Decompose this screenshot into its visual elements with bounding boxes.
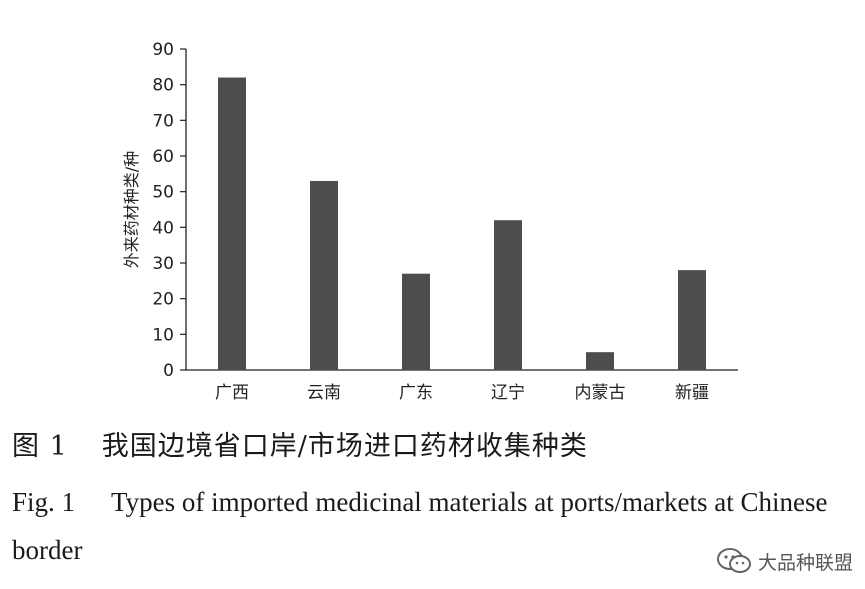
y-tick-label: 70: [152, 111, 174, 131]
x-category-label: 云南: [307, 383, 341, 403]
chart-axes: [180, 48, 738, 371]
caption-english: Fig. 1 Types of imported medicinal materi…: [12, 478, 852, 574]
y-tick-label: 0: [163, 361, 174, 381]
bar-chart: 0 10 20 30 40 50 60 70 80 90 广西 云南 广东 辽宁 内蒙古 新疆 外来药材种类…: [122, 40, 738, 403]
x-category-label: 广西: [215, 383, 249, 403]
y-tick-label: 80: [152, 76, 174, 96]
chart-bars: [218, 77, 706, 371]
y-tick-label: 90: [152, 40, 174, 60]
figure-number-cn: 图 1: [12, 431, 68, 462]
bar: [218, 77, 246, 371]
x-category-label: 新疆: [675, 383, 709, 403]
y-tick-label: 20: [152, 290, 174, 310]
x-category-label: 广东: [399, 383, 433, 403]
bar: [402, 273, 430, 370]
y-tick-label: 30: [152, 254, 174, 274]
x-category-label: 辽宁: [491, 383, 525, 403]
y-tick-label: 10: [152, 325, 174, 345]
caption-text-en: Types of imported medicinal materials at…: [12, 487, 828, 565]
watermark: 大品种联盟: [716, 547, 853, 575]
y-tick-label: 60: [152, 147, 174, 167]
bar: [678, 270, 706, 370]
watermark-text: 大品种联盟: [757, 551, 853, 574]
figure-number-en: Fig. 1: [12, 487, 76, 517]
wechat-icon: [716, 548, 751, 573]
y-tick-label: 50: [152, 183, 174, 203]
y-tick-label: 40: [152, 218, 174, 238]
caption-chinese: 图 1 我国边境省口岸/市场进口药材收集种类: [12, 424, 588, 463]
x-category-label: 内蒙古: [575, 383, 626, 403]
y-axis-label: 外来药材种类/种: [122, 151, 141, 268]
x-category-labels: 广西 云南 广东 辽宁 内蒙古 新疆: [215, 383, 709, 403]
bar: [310, 180, 338, 370]
caption-text-cn: 我国边境省口岸/市场进口药材收集种类: [101, 431, 588, 462]
bar: [586, 352, 614, 370]
y-tick-labels: 0 10 20 30 40 50 60 70 80 90: [152, 40, 174, 381]
bar: [494, 220, 522, 370]
